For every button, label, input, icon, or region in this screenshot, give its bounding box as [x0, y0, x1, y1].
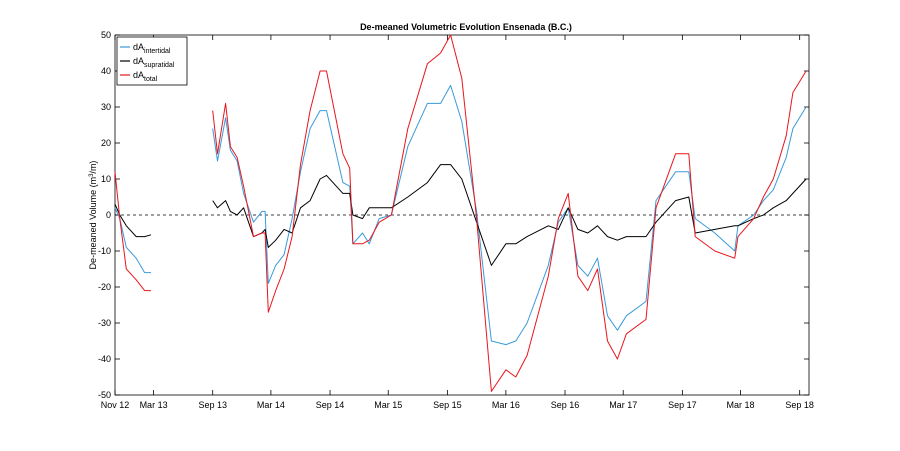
y-tick-label: 50: [101, 30, 111, 40]
y-tick-label: -50: [98, 390, 111, 400]
series-supratidal-line: [212, 164, 807, 266]
series-intertidal-line: [114, 207, 151, 274]
y-tick-label: 40: [101, 66, 111, 76]
x-tick-label: Mar 15: [374, 400, 402, 410]
chart-title: De-meaned Volumetric Evolution Ensenada …: [360, 22, 572, 32]
x-tick-label: Sep 15: [433, 400, 462, 410]
y-tick-label: 20: [101, 138, 111, 148]
y-tick-label: 0: [106, 210, 111, 220]
y-tick-label: -30: [98, 318, 111, 328]
y-tick-label: -40: [98, 354, 111, 364]
x-tick-label: Mar 13: [140, 400, 168, 410]
y-axis-label: De-meaned Volume (m3/m): [88, 161, 98, 270]
x-tick-label: Sep 16: [551, 400, 580, 410]
y-tick-label: 30: [101, 102, 111, 112]
series-total: [114, 34, 807, 392]
y-tick-label: -10: [98, 246, 111, 256]
x-tick-label: Sep 17: [668, 400, 697, 410]
x-tick-label: Sep 13: [198, 400, 227, 410]
y-tick-label: 10: [101, 174, 111, 184]
plot-area: [114, 34, 810, 396]
series-total-line: [114, 171, 151, 292]
series-total-line: [212, 34, 807, 392]
x-axis: Nov 12 Mar 13 Sep 13 Mar 14 Sep 14 Mar 15 Sep …: [101, 35, 814, 410]
y-tick-label: -20: [98, 282, 111, 292]
x-tick-label: Sep 14: [316, 400, 345, 410]
y-axis: -50 -40 -30 -20 -10 0 10 20 30 40 50 De-meaned Volu…: [88, 30, 809, 400]
x-tick-label: Mar 16: [492, 400, 520, 410]
x-tick-label: Nov 12: [101, 400, 130, 410]
x-tick-label: Mar 14: [257, 400, 285, 410]
series-layer: [114, 34, 807, 392]
x-tick-label: Mar 18: [727, 400, 755, 410]
x-tick-label: Sep 18: [785, 400, 814, 410]
x-tick-label: Mar 17: [609, 400, 637, 410]
